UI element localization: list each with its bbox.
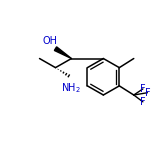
Text: OH: OH: [43, 36, 58, 46]
Text: F: F: [140, 97, 146, 107]
Text: F: F: [145, 88, 150, 98]
Text: NH$_2$: NH$_2$: [62, 81, 81, 95]
Polygon shape: [54, 47, 71, 59]
Text: F: F: [140, 84, 146, 94]
